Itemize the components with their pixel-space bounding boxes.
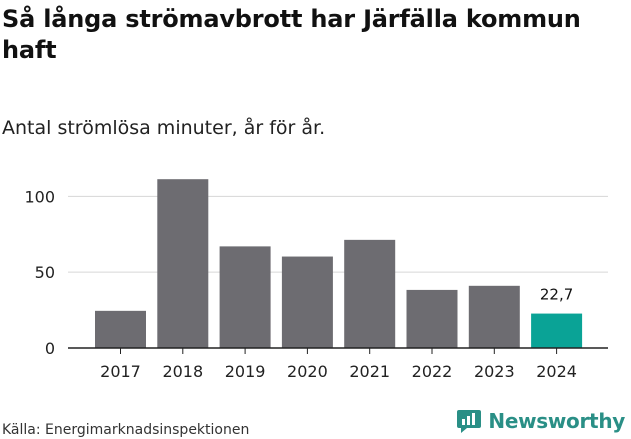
- newsworthy-logo-icon: [457, 410, 482, 433]
- x-tick-label: 2020: [287, 362, 328, 381]
- x-axis-ticks: 2017 2018 2019 2020 2021 2022 2023 2024: [100, 348, 577, 381]
- x-tick-label: 2018: [162, 362, 203, 381]
- bar-2023: [468, 285, 520, 348]
- data-labels: 22,7: [540, 286, 573, 304]
- gridlines: [68, 195, 608, 273]
- x-tick-label: 2022: [412, 362, 453, 381]
- bar-2017: [95, 310, 146, 348]
- y-tick-label: 100: [24, 187, 55, 206]
- x-tick-label: 2019: [225, 362, 266, 381]
- x-tick-label: 2023: [474, 362, 515, 381]
- bar-2019: [219, 246, 271, 348]
- x-tick-label: 2017: [100, 362, 141, 381]
- chart-subtitle: Antal strömlösa minuter, år för år.: [2, 117, 326, 139]
- brand-logo[interactable]: Newsworthy: [456, 408, 625, 434]
- x-tick-label: 2021: [349, 362, 390, 381]
- y-tick-label: 50: [35, 263, 55, 282]
- brand-name: Newsworthy: [488, 409, 625, 433]
- chart-title: Så långa strömavbrott har Järfälla kommu…: [2, 5, 581, 64]
- bars: [95, 179, 583, 348]
- y-axis-ticks: 0 50 100: [24, 187, 55, 358]
- bar-2018: [157, 179, 209, 348]
- bar-2024: [531, 313, 583, 348]
- data-label-2024: 22,7: [540, 286, 573, 304]
- bar-2021: [344, 239, 396, 348]
- source-note: Källa: Energimarknadsinspektionen: [2, 422, 250, 438]
- y-tick-label: 0: [45, 339, 55, 358]
- x-tick-label: 2024: [536, 362, 577, 381]
- bar-2020: [281, 256, 333, 348]
- bar-2022: [406, 289, 458, 348]
